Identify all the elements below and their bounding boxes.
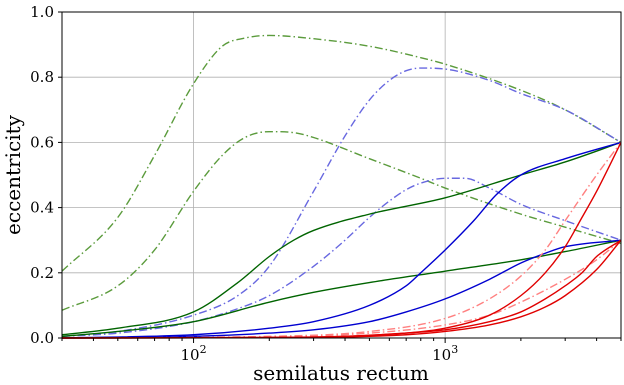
y-tick-label: 0.2	[30, 264, 54, 282]
series-line-6	[61, 239, 622, 338]
y-tick-label: 0.8	[30, 68, 54, 86]
axis-ticks: 0.0 0.2 0.4 0.6 0.8 1.0 102 103	[30, 3, 622, 364]
plot-frame	[61, 11, 622, 339]
series-lines	[61, 34, 622, 339]
series-line-1	[61, 34, 622, 272]
series-line-13	[61, 239, 622, 339]
y-tick-label: 1.0	[30, 3, 54, 21]
series-line-8	[61, 239, 622, 339]
series-line-3	[61, 67, 622, 338]
grid-lines	[62, 12, 621, 338]
x-tick-label: 103	[432, 343, 458, 364]
series-line-10	[61, 239, 622, 339]
y-tick-label: 0.0	[30, 329, 54, 347]
x-tick-label: 102	[181, 343, 207, 364]
y-tick-label: 0.4	[30, 199, 54, 217]
series-line-7	[61, 141, 622, 339]
y-axis-label: eccentricity	[1, 114, 25, 235]
x-axis-label: semilatus rectum	[253, 361, 429, 385]
y-tick-label: 0.6	[30, 133, 54, 151]
series-line-12	[61, 239, 622, 339]
